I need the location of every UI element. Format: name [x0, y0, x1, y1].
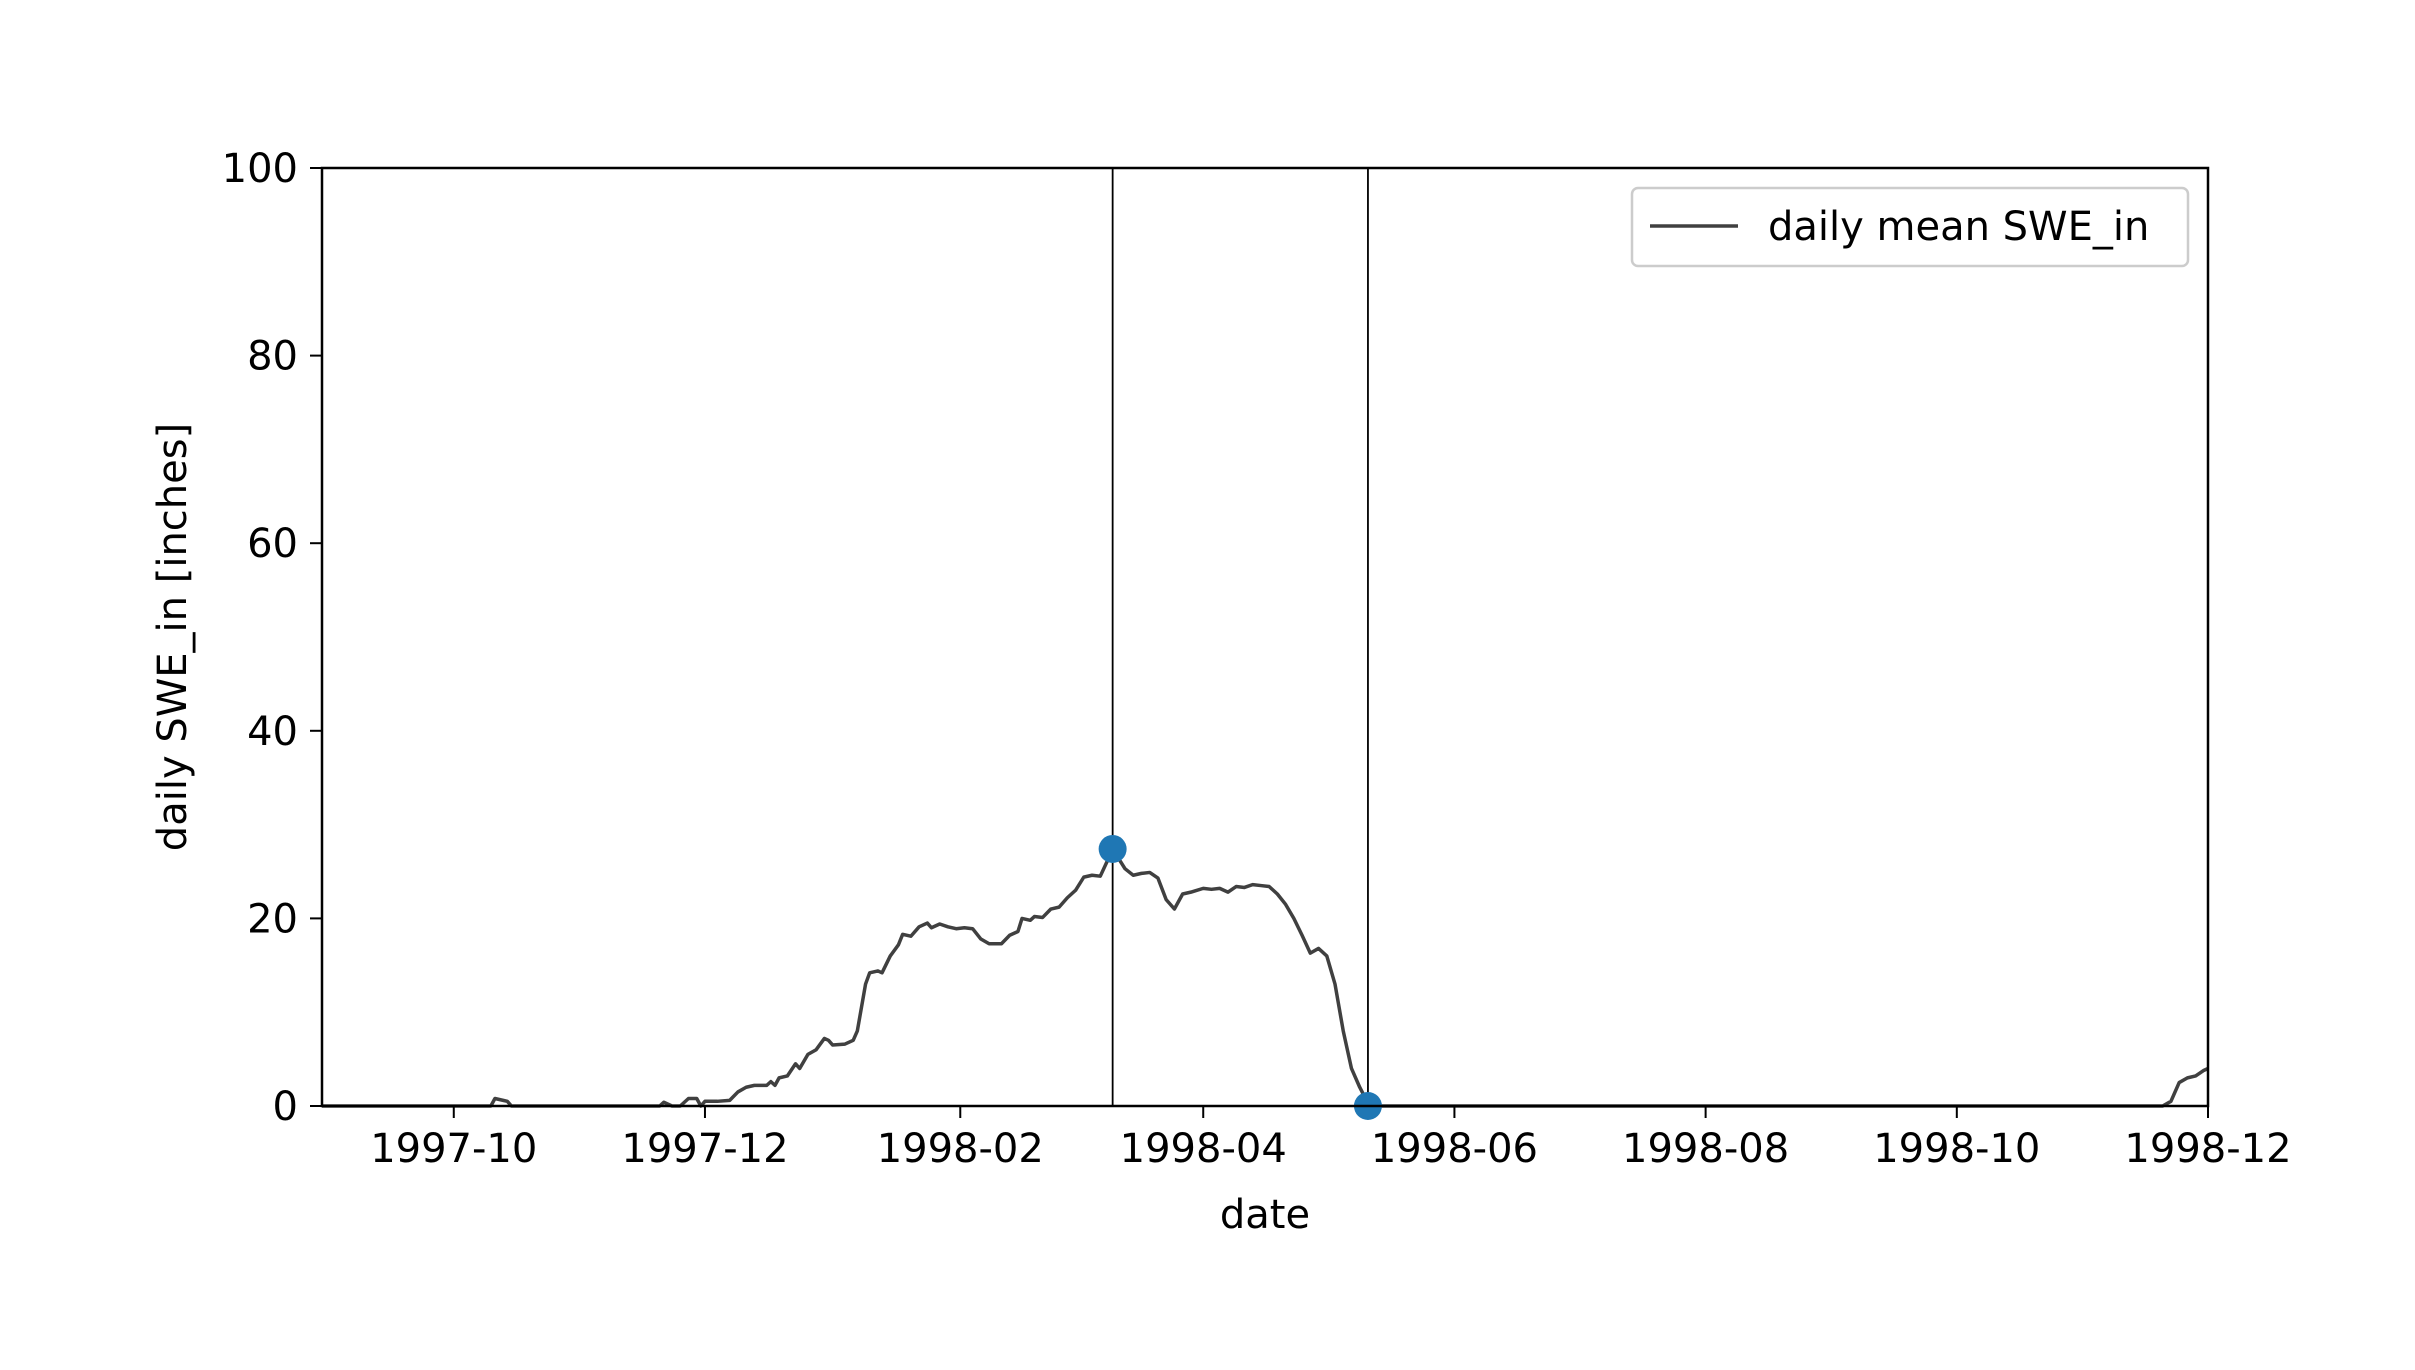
- x-tick-label: 1998-06: [1371, 1126, 1538, 1172]
- x-tick-label: 1998-02: [877, 1126, 1044, 1172]
- y-tick-label: 20: [247, 896, 298, 942]
- x-tick-label: 1998-12: [2124, 1126, 2291, 1172]
- x-tick-label: 1998-10: [1873, 1126, 2040, 1172]
- x-tick-label: 1997-12: [621, 1126, 788, 1172]
- x-axis: 1997-10 1997-12 1998-02 1998-04 1998-06 1998-…: [370, 1106, 2292, 1172]
- y-tick-label: 100: [222, 146, 298, 192]
- vertical-lines: [1111, 168, 1369, 1106]
- marker-layer: [1098, 834, 1382, 1120]
- y-axis-label: daily SWE_in [inches]: [150, 423, 196, 851]
- x-tick-label: 1998-04: [1120, 1126, 1287, 1172]
- y-tick-label: 80: [247, 334, 298, 380]
- y-tick-label: 0: [273, 1084, 298, 1130]
- series-layer: [322, 850, 2209, 1108]
- series-line: [322, 850, 2209, 1108]
- legend-box: [1630, 186, 2190, 268]
- x-tick-label: 1998-08: [1622, 1126, 1789, 1172]
- x-tick-label: 1997-10: [370, 1126, 537, 1172]
- y-tick-label: 40: [247, 709, 298, 755]
- legend-label: daily mean SWE_in: [1768, 204, 2149, 250]
- legend: daily mean SWE_in: [1630, 186, 2190, 268]
- x-axis-label: date: [1220, 1192, 1310, 1238]
- data-marker: [1098, 834, 1127, 863]
- plot-frame: [320, 166, 2210, 1108]
- y-tick-label: 60: [247, 521, 298, 567]
- y-axis: 0 20 40 60 80 100: [222, 146, 322, 1130]
